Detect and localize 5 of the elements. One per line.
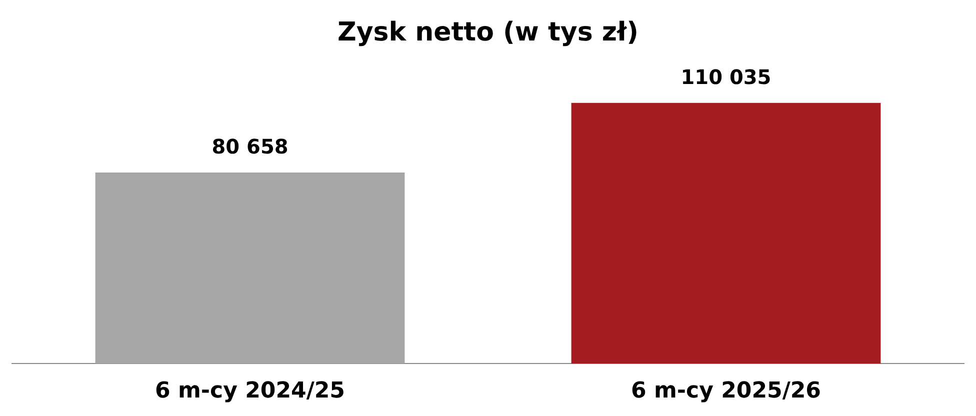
x-tick-label: 6 m-cy 2025/26 [631,378,821,404]
x-tick-label: 6 m-cy 2024/25 [155,378,345,404]
data-label: 110 035 [680,65,772,90]
data-label: 80 658 [212,134,288,159]
chart-title: Zysk netto (w tys zł) [337,17,639,48]
